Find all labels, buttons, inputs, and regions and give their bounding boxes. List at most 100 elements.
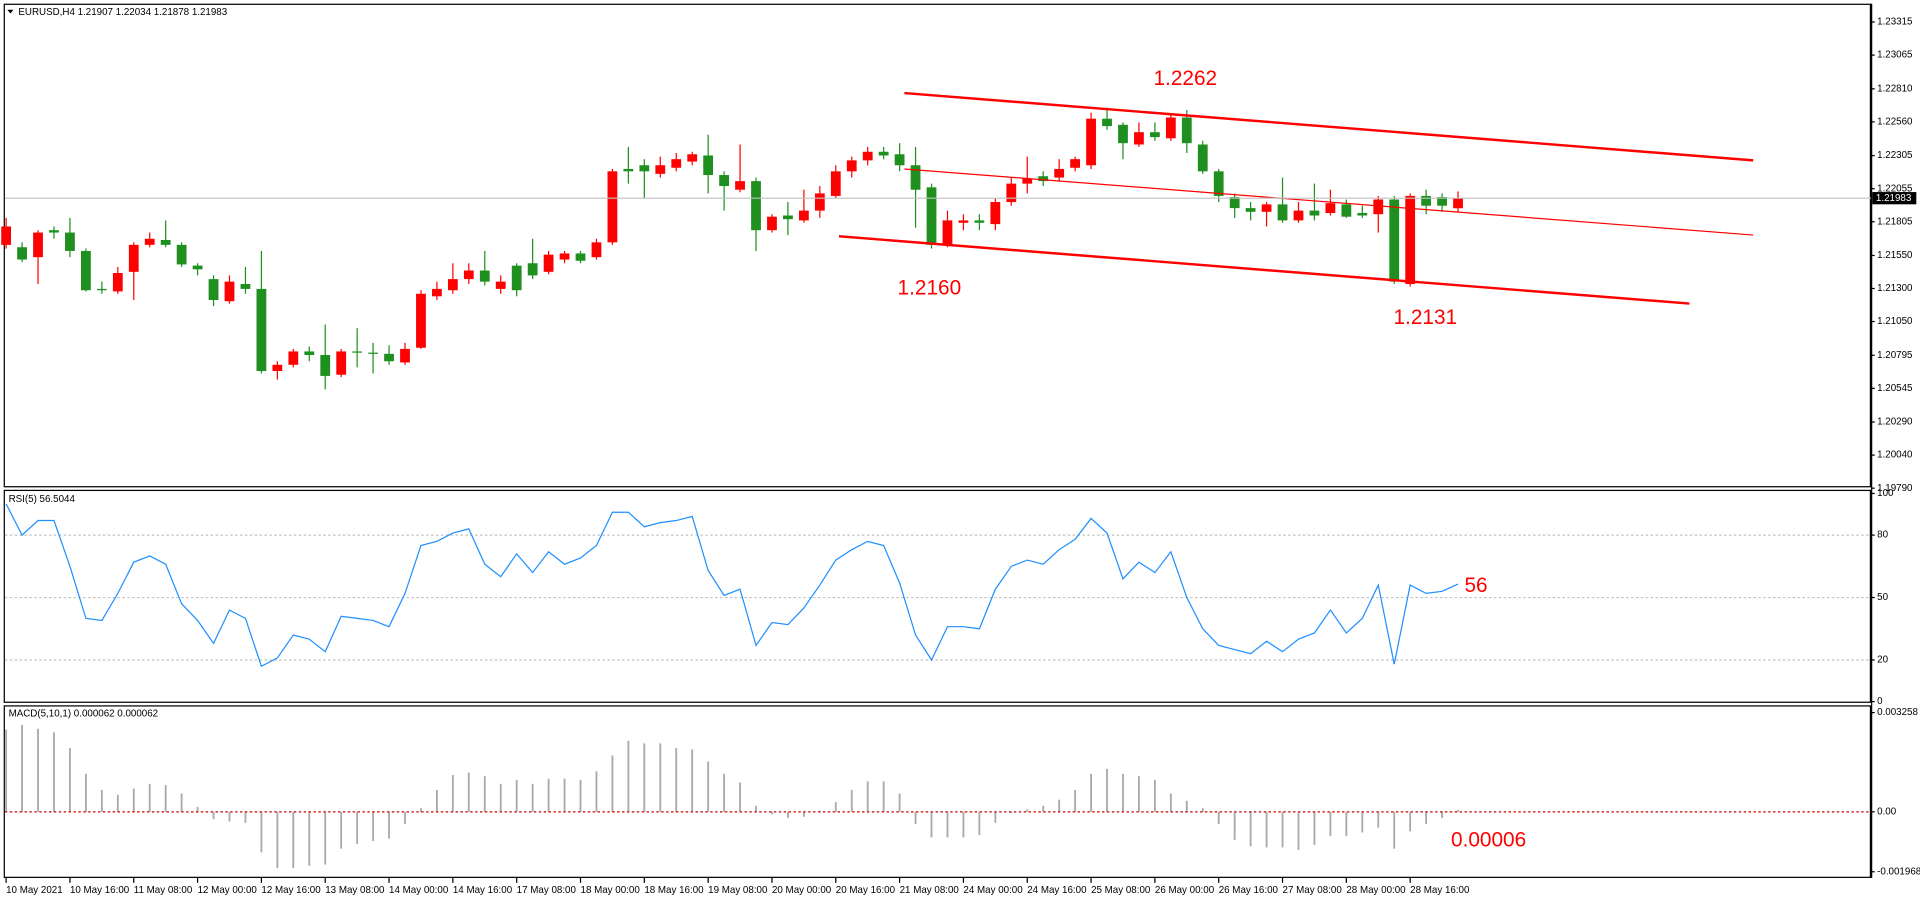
candle-body	[862, 151, 873, 161]
candle-body	[447, 279, 458, 291]
candle-body	[910, 165, 921, 190]
y-tick-label: 1.21300	[1877, 283, 1913, 294]
candle-body	[1405, 195, 1416, 285]
candle-body	[687, 154, 698, 162]
candle-body	[1341, 204, 1352, 217]
x-tick-label: 21 May 08:00	[900, 885, 960, 896]
candle-body	[607, 171, 618, 243]
candle-body	[1070, 159, 1081, 168]
candle-body	[256, 288, 267, 372]
candle-body	[575, 253, 586, 261]
x-tick-label: 26 May 16:00	[1219, 885, 1279, 896]
candle-body	[1149, 132, 1160, 138]
candle-body	[416, 293, 426, 348]
candle-body	[894, 154, 905, 166]
y-tick-label: 100	[1877, 488, 1894, 499]
x-tick-label: 12 May 16:00	[261, 885, 321, 896]
candle-body	[1229, 197, 1240, 209]
y-tick-label: 1.21550	[1877, 250, 1913, 261]
candle-body	[240, 284, 251, 289]
candle-body	[1277, 204, 1288, 221]
candle-body	[735, 181, 745, 190]
candle-body	[352, 351, 363, 353]
candle-body	[1197, 144, 1208, 172]
candle-body	[974, 220, 985, 223]
y-tick-label: 0.003258	[1877, 707, 1918, 718]
rsi-title: RSI(5) 56.5044	[9, 494, 76, 505]
candle-body	[639, 165, 650, 172]
macd-panel	[3, 705, 1872, 878]
candle-body	[112, 273, 123, 292]
annotation: 56	[1464, 574, 1487, 597]
candle-body	[719, 175, 729, 187]
x-tick-label: 10 May 16:00	[70, 885, 130, 896]
candle-body	[671, 159, 682, 168]
candle-body	[1118, 124, 1128, 144]
annotation: 1.2160	[898, 276, 962, 299]
candle-body	[543, 254, 554, 272]
annotation: 1.2262	[1153, 67, 1217, 90]
candle-body	[958, 220, 969, 223]
candle-body	[144, 238, 155, 245]
x-tick-label: 20 May 16:00	[836, 885, 896, 896]
candle-body	[1453, 198, 1463, 209]
x-tick-label: 18 May 00:00	[581, 885, 641, 896]
candle-body	[655, 165, 666, 174]
candle-body	[1357, 212, 1368, 216]
y-tick-label: 1.21805	[1877, 216, 1913, 227]
x-tick-label: 24 May 16:00	[1027, 885, 1087, 896]
candle-body	[1213, 171, 1224, 196]
candle-body	[1054, 168, 1065, 178]
annotation: 0.00006	[1451, 829, 1526, 852]
x-tick-label: 13 May 08:00	[325, 885, 385, 896]
candle-body	[479, 270, 490, 282]
current-price-box	[1872, 192, 1917, 205]
candle-body	[1389, 199, 1400, 282]
candle-body	[463, 270, 474, 280]
candle-body	[511, 265, 522, 291]
y-tick-label: 1.23315	[1877, 17, 1913, 28]
y-tick-label: 1.20545	[1877, 383, 1913, 394]
candle-body	[1181, 117, 1192, 144]
x-tick-label: 25 May 08:00	[1091, 885, 1151, 896]
candle-body	[830, 171, 841, 196]
candle-body	[160, 239, 171, 245]
candle-body	[17, 247, 27, 260]
y-tick-label: 1.22810	[1877, 83, 1913, 94]
candle-body	[1325, 203, 1336, 213]
candle-body	[767, 216, 777, 231]
x-tick-label: 20 May 00:00	[772, 885, 832, 896]
candle-body	[336, 351, 347, 375]
current-price-label: 1.21983	[1876, 193, 1912, 204]
x-tick-label: 14 May 16:00	[453, 885, 513, 896]
candle-body	[1165, 117, 1176, 139]
x-tick-label: 12 May 00:00	[198, 885, 258, 896]
candle-body	[1, 226, 12, 245]
y-tick-label: 1.19790	[1877, 483, 1913, 494]
x-tick-label: 11 May 08:00	[134, 885, 193, 896]
candle-body	[1245, 208, 1256, 212]
trendline	[904, 91, 1754, 162]
candle-body	[783, 215, 793, 220]
candle-body	[798, 210, 809, 221]
dropdown-icon[interactable]	[7, 9, 14, 14]
y-tick-label: -0.001968	[1877, 866, 1920, 877]
price-panel	[3, 3, 1872, 488]
trendline	[838, 235, 1690, 305]
candle-body	[192, 265, 203, 270]
y-tick-label: 0	[1877, 696, 1883, 707]
candle-body	[81, 250, 91, 291]
x-tick-label: 24 May 00:00	[963, 885, 1023, 896]
rsi-line	[5, 503, 1459, 668]
candle-body	[1421, 195, 1432, 206]
x-tick-label: 26 May 00:00	[1155, 885, 1215, 896]
x-tick-label: 28 May 16:00	[1410, 885, 1470, 896]
candle-body	[320, 355, 331, 376]
y-tick-label: 1.20290	[1877, 417, 1913, 428]
x-tick-label: 10 May 2021	[6, 885, 63, 896]
candle-body	[272, 364, 283, 372]
candle-body	[878, 151, 889, 156]
